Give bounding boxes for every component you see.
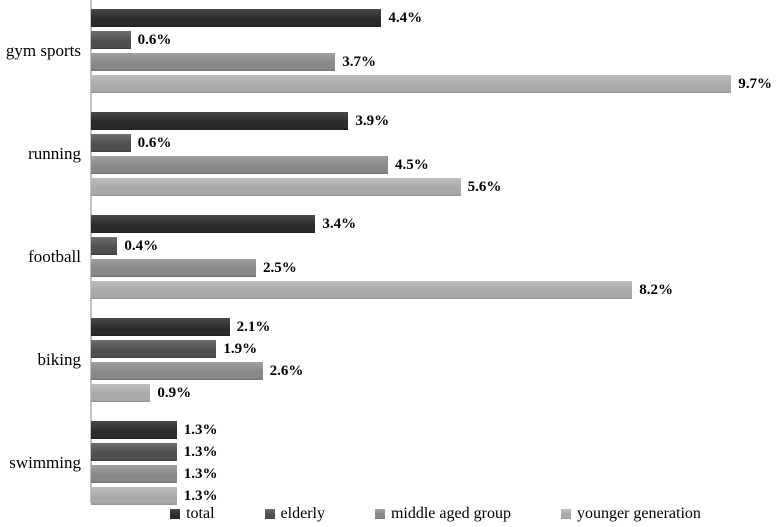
bar-row-football-middle-aged-group: 2.5%	[91, 259, 778, 277]
bar-group-swimming: swimming 1.3% 1.3% 1.3% 1.3%	[0, 421, 778, 505]
bar-row-gym-sports-elderly: 0.6%	[91, 31, 778, 49]
legend-marker-icon-total	[170, 509, 181, 519]
value-label-middle-aged-group-swimming: 1.3%	[183, 465, 218, 482]
value-label-elderly-swimming: 1.3%	[183, 443, 218, 460]
legend-item-younger-generation: younger generation	[560, 505, 701, 523]
bar-younger-generation-football	[91, 281, 633, 299]
bar-middle-aged-group-gym-sports	[91, 53, 336, 71]
legend: total elderly middle aged group younger gen…	[93, 503, 778, 525]
value-label-elderly-running: 0.6%	[137, 134, 172, 151]
value-label-middle-aged-group-football: 2.5%	[263, 259, 297, 276]
bar-row-biking-total: 2.1%	[91, 318, 778, 336]
bar-row-swimming-elderly: 1.3%	[91, 443, 778, 461]
value-label-elderly-football: 0.4%	[124, 237, 159, 254]
bar-group-biking: biking 2.1% 1.9% 2.6% 0.9%	[0, 318, 778, 402]
value-label-middle-aged-group-biking: 2.6%	[269, 362, 304, 379]
bars-biking: 2.1% 1.9% 2.6% 0.9%	[91, 318, 778, 402]
bar-row-running-middle-aged-group: 4.5%	[91, 156, 778, 174]
bar-row-gym-sports-total: 4.4%	[91, 9, 778, 27]
bar-elderly-gym-sports	[91, 31, 131, 49]
bars-swimming: 1.3% 1.3% 1.3% 1.3%	[91, 421, 778, 505]
bar-row-biking-elderly: 1.9%	[91, 340, 778, 358]
category-label-football: football	[28, 247, 81, 266]
legend-label-total: total	[186, 505, 215, 522]
value-label-total-biking: 2.1%	[236, 318, 271, 335]
legend-marker-icon-younger-generation	[560, 509, 571, 519]
bar-row-gym-sports-middle-aged-group: 3.7%	[91, 53, 778, 71]
bar-row-biking-younger-generation: 0.9%	[91, 384, 778, 402]
legend-marker-icon-elderly	[264, 509, 275, 519]
value-label-middle-aged-group-gym-sports: 3.7%	[342, 53, 376, 70]
legend-item-total: total	[170, 505, 215, 523]
bar-row-swimming-total: 1.3%	[91, 421, 778, 439]
legend-label-elderly: elderly	[280, 505, 325, 522]
bar-group-football: football 3.4% 0.4% 2.5% 8.2%	[0, 215, 778, 299]
value-label-elderly-gym-sports: 0.6%	[137, 31, 172, 48]
value-label-younger-generation-football: 8.2%	[639, 281, 673, 298]
bar-younger-generation-biking	[91, 384, 151, 402]
category-label-biking: biking	[37, 350, 81, 369]
bars-running: 3.9% 0.6% 4.5% 5.6%	[91, 112, 778, 196]
bar-row-running-younger-generation: 5.6%	[91, 178, 778, 196]
bar-total-running	[91, 112, 349, 130]
bar-group-gym-sports: gym sports 4.4% 0.6% 3.7% 9.7%	[0, 9, 778, 93]
bar-row-gym-sports-younger-generation: 9.7%	[91, 75, 778, 93]
value-label-total-gym-sports: 4.4%	[388, 9, 423, 26]
bar-elderly-running	[91, 134, 131, 152]
bars-football: 3.4% 0.4% 2.5% 8.2%	[91, 215, 778, 299]
value-label-younger-generation-biking: 0.9%	[157, 384, 192, 401]
bar-row-swimming-younger-generation: 1.3%	[91, 487, 778, 505]
legend-marker-icon-middle-aged-group	[374, 509, 385, 519]
bar-elderly-swimming	[91, 443, 177, 461]
value-label-total-swimming: 1.3%	[183, 421, 218, 438]
bar-younger-generation-running	[91, 178, 461, 196]
value-label-younger-generation-swimming: 1.3%	[183, 487, 218, 504]
bar-total-football	[91, 215, 316, 233]
bar-middle-aged-group-biking	[91, 362, 263, 380]
bar-row-football-total: 3.4%	[91, 215, 778, 233]
value-label-total-running: 3.9%	[355, 112, 390, 129]
bars-gym-sports: 4.4% 0.6% 3.7% 9.7%	[91, 9, 778, 93]
bar-total-gym-sports	[91, 9, 382, 27]
value-label-elderly-biking: 1.9%	[223, 340, 258, 357]
value-label-middle-aged-group-running: 4.5%	[395, 156, 429, 173]
bar-group-running: running 3.9% 0.6% 4.5% 5.6%	[0, 112, 778, 196]
bar-younger-generation-swimming	[91, 487, 177, 505]
bar-row-football-younger-generation: 8.2%	[91, 281, 778, 299]
bar-row-swimming-middle-aged-group: 1.3%	[91, 465, 778, 483]
category-label-swimming: swimming	[9, 453, 81, 472]
bar-middle-aged-group-running	[91, 156, 388, 174]
value-label-younger-generation-running: 5.6%	[467, 178, 502, 195]
legend-label-younger-generation: younger generation	[576, 505, 701, 522]
bar-row-running-total: 3.9%	[91, 112, 778, 130]
bar-groups: gym sports 4.4% 0.6% 3.7% 9.7% running 3.9% 0.6…	[0, 9, 778, 505]
bar-younger-generation-gym-sports	[91, 75, 732, 93]
bar-elderly-football	[91, 237, 118, 255]
legend-item-middle-aged-group: middle aged group	[374, 505, 511, 523]
value-label-total-football: 3.4%	[322, 215, 357, 232]
bar-total-swimming	[91, 421, 177, 439]
bar-row-biking-middle-aged-group: 2.6%	[91, 362, 778, 380]
bar-middle-aged-group-football	[91, 259, 256, 277]
value-label-younger-generation-gym-sports: 9.7%	[738, 75, 772, 92]
bar-elderly-biking	[91, 340, 217, 358]
bar-row-running-elderly: 0.6%	[91, 134, 778, 152]
bar-row-football-elderly: 0.4%	[91, 237, 778, 255]
legend-item-elderly: elderly	[264, 505, 325, 523]
bar-middle-aged-group-swimming	[91, 465, 177, 483]
category-label-gym-sports: gym sports	[5, 41, 81, 60]
bar-total-biking	[91, 318, 230, 336]
category-label-running: running	[28, 144, 81, 163]
legend-label-middle-aged-group: middle aged group	[390, 505, 511, 522]
